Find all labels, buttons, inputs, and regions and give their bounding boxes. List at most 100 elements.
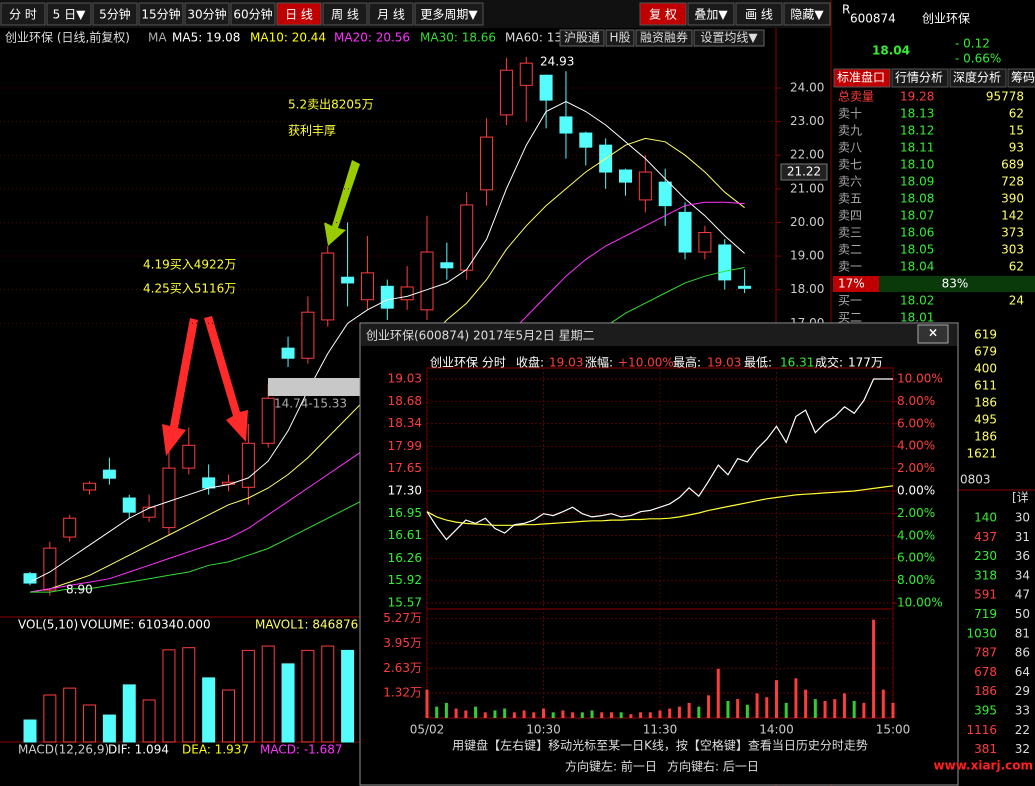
intraday-volume-bar [629,714,633,718]
popup-header: 涨幅: [585,355,613,370]
current-price: 21.22 [787,165,821,179]
volume-bar [162,649,176,743]
period-button[interactable] [46,2,92,26]
info-button[interactable] [559,29,605,47]
intraday-volume-bar [580,712,584,718]
price-tick-label: 17.30 [388,484,422,498]
tool-button[interactable] [687,2,735,26]
period-label: 更多周期▼ [420,8,478,22]
period-button[interactable] [138,2,184,26]
volume-tick-label: 5.27万 [383,611,422,625]
candle-body [83,482,97,491]
chart-name: 创业环保 (日线,前复权) [5,30,130,45]
intraday-volume-bar [745,704,749,718]
volume-bar [202,677,216,743]
buy-arrow [204,316,248,442]
book-label: 卖五 [838,192,862,206]
info-button-label: 融资融券 [640,30,688,45]
ma-label: MA [148,31,167,45]
tick-volume: 787 [974,646,997,660]
annotation: 4.19买入4922万 [143,258,236,272]
period-button[interactable] [230,2,276,26]
candle-body [658,181,672,207]
period-button[interactable] [368,2,414,26]
candle-body [698,232,712,253]
intraday-volume-bar [677,706,681,718]
info-button[interactable] [605,29,635,47]
time-fragment: 0803 [960,473,991,487]
tick-count: 86 [1015,646,1030,660]
book-volume: 15 [1009,124,1024,138]
book-volume: 728 [1001,175,1024,189]
popup-footer: 用键盘【左右键】移动光标至某一日K线，按【空格键】查看当日历史分时走势 [452,738,868,753]
volume-bar [261,645,275,743]
period-button[interactable] [0,2,46,26]
info-button[interactable] [693,29,765,47]
time-tick-label: 14:00 [759,723,794,737]
intraday-volume-bar [532,712,536,718]
tool-button[interactable] [783,2,831,26]
tool-button[interactable] [639,2,687,26]
pct-tick-label: 8.00% [897,394,935,408]
stock-code: 600874 [850,12,896,26]
tab-label: 筹码 [1011,71,1035,85]
volume-bar [222,689,235,743]
pct-tick-label: 10.00% [897,596,943,610]
book-price: 18.10 [900,158,934,172]
intraday-volume-bar [804,689,808,718]
change: - 0.12 [955,37,990,51]
tool-button[interactable] [735,2,783,26]
intraday-volume-bar [483,712,487,718]
book-volume: 495 [974,413,997,427]
low-label: 8.90 [66,583,93,597]
volume-tick-label: 1.32万 [383,686,422,700]
volume-bar [23,719,37,743]
tab-label: 行情分析 [895,71,943,85]
popup-close[interactable] [917,324,949,344]
period-label: 30分钟 [187,7,226,22]
price-tick-label: 15.92 [388,573,422,587]
book-price: 18.13 [900,107,934,121]
volume-header: MAVOL1: 846876.800 [255,618,385,632]
book-price: 18.11 [900,141,934,155]
tab[interactable] [833,68,891,88]
volume-bar [241,649,255,743]
tick-volume: 591 [974,588,997,602]
ma-value: MA30: 18.66 [420,31,496,45]
tick-count: 32 [1015,742,1030,756]
candle-body [579,132,593,148]
intraday-volume-bar [726,700,730,718]
popup-header: 19.03 [707,356,741,370]
period-button[interactable] [414,2,484,26]
ma-value: MA10: 20.44 [250,31,326,45]
ma-value: MA5: 19.08 [172,31,240,45]
period-button[interactable] [92,2,138,26]
tab-label: 标准盘口 [837,70,885,85]
intraday-volume-bar [522,710,526,718]
tab[interactable] [949,68,1007,88]
book-price: 18.12 [900,124,934,138]
price-tick-label: 16.61 [388,528,422,542]
pct-tick-label: 4.00% [897,528,935,542]
book-price: 18.05 [900,243,934,257]
range-label: 14.74-15.33 [274,397,347,411]
pct-tick-label: 2.00% [897,461,935,475]
info-button[interactable] [635,29,693,47]
period-button[interactable] [322,2,368,26]
candle-body [23,573,37,584]
period-button[interactable] [276,2,322,26]
candle-body [499,69,513,116]
intraday-volume-bar [891,702,895,718]
price-line [426,378,893,541]
tab[interactable] [1007,68,1035,88]
pct-tick-label: 6.00% [897,551,935,565]
period-button[interactable] [184,2,230,26]
volume-header: VOL(5,10) [18,618,78,632]
tab[interactable] [891,68,949,88]
price-tick-label: 17.99 [388,439,422,453]
book-price: 18.07 [900,209,934,223]
candle-body [519,62,533,86]
detail-link[interactable]: [详 [1012,490,1029,505]
tick-volume: 230 [974,549,997,563]
